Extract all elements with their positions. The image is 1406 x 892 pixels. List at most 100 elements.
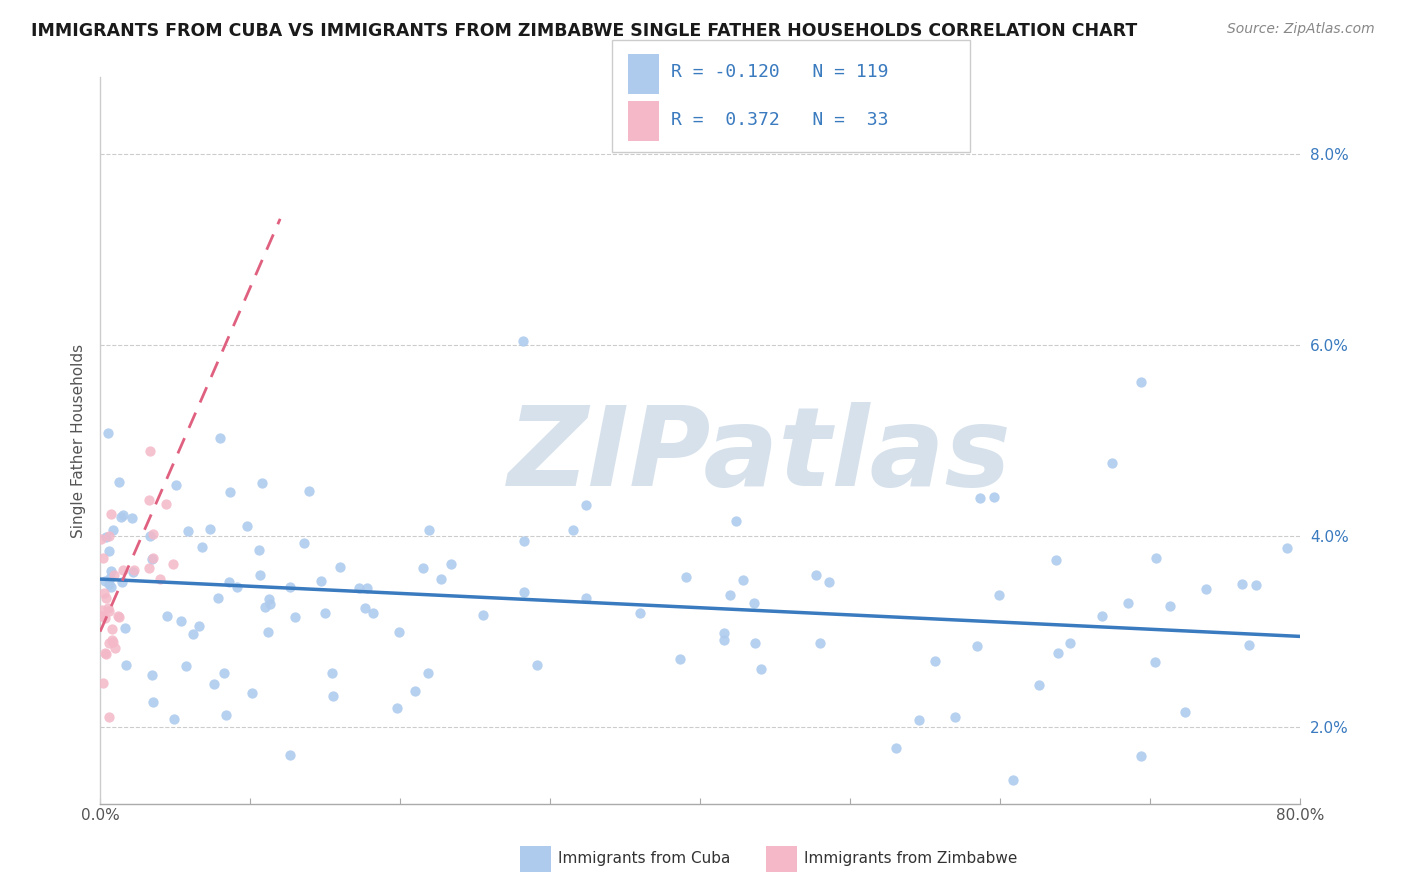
Point <box>94 646 117 660</box>
Point <box>94 530 117 544</box>
Point <box>1275 541 1298 556</box>
Point <box>924 654 946 668</box>
Point <box>94 610 117 624</box>
Text: R = -0.120   N = 119: R = -0.120 N = 119 <box>671 63 889 81</box>
Point <box>90 603 112 617</box>
Point <box>440 557 463 571</box>
Text: ZIPatlas: ZIPatlas <box>509 401 1012 508</box>
Point <box>98 577 121 591</box>
Point <box>742 595 765 609</box>
Point <box>328 560 350 574</box>
Point <box>513 534 536 549</box>
Point <box>191 541 214 555</box>
Point <box>101 622 124 636</box>
Point <box>1047 646 1070 660</box>
Point <box>96 591 118 606</box>
Point <box>908 713 931 727</box>
Point <box>321 666 343 681</box>
Point <box>122 563 145 577</box>
Point <box>155 497 177 511</box>
Point <box>112 508 135 522</box>
Point <box>731 573 754 587</box>
Point <box>141 668 163 682</box>
Point <box>200 522 222 536</box>
Point <box>98 710 121 724</box>
Point <box>207 591 229 606</box>
Point <box>165 477 187 491</box>
Point <box>884 740 907 755</box>
Point <box>983 490 1005 504</box>
Point <box>90 532 112 546</box>
Point <box>356 581 378 595</box>
Point <box>188 619 211 633</box>
Point <box>225 580 247 594</box>
Point <box>284 610 307 624</box>
Text: Source: ZipAtlas.com: Source: ZipAtlas.com <box>1227 22 1375 37</box>
Point <box>404 684 426 698</box>
Point <box>1237 638 1260 652</box>
Point <box>1130 375 1153 389</box>
Point <box>177 524 200 539</box>
Point <box>100 632 122 647</box>
Point <box>100 580 122 594</box>
Point <box>969 491 991 505</box>
Point <box>1091 609 1114 624</box>
Point <box>575 498 598 512</box>
Point <box>142 550 165 565</box>
Point <box>138 560 160 574</box>
Point <box>122 565 145 579</box>
Point <box>1116 596 1139 610</box>
Point <box>202 676 225 690</box>
Point <box>1244 578 1267 592</box>
Point <box>91 609 114 624</box>
Point <box>111 575 134 590</box>
Text: IMMIGRANTS FROM CUBA VS IMMIGRANTS FROM ZIMBABWE SINGLE FATHER HOUSEHOLDS CORREL: IMMIGRANTS FROM CUBA VS IMMIGRANTS FROM … <box>31 22 1137 40</box>
Point <box>249 567 271 582</box>
Point <box>575 591 598 605</box>
Point <box>1101 456 1123 470</box>
Point <box>966 639 988 653</box>
Point <box>236 519 259 533</box>
Point <box>418 666 440 681</box>
Y-axis label: Single Father Households: Single Father Households <box>72 343 86 538</box>
Point <box>139 529 162 543</box>
Point <box>97 601 120 615</box>
Point <box>1174 705 1197 719</box>
Point <box>1002 773 1025 788</box>
Point <box>1045 552 1067 566</box>
Point <box>513 584 536 599</box>
Point <box>675 570 697 584</box>
Point <box>103 567 125 582</box>
Point <box>430 572 453 586</box>
Point <box>810 636 832 650</box>
Point <box>472 607 495 622</box>
Point <box>254 600 277 615</box>
Point <box>1130 749 1153 764</box>
Point <box>361 606 384 620</box>
Point <box>209 431 232 445</box>
Point <box>111 563 134 577</box>
Point <box>176 659 198 673</box>
Point <box>526 658 548 673</box>
Point <box>97 529 120 543</box>
Point <box>724 514 747 528</box>
Point <box>987 588 1010 602</box>
Point <box>1144 550 1167 565</box>
Point <box>628 606 651 620</box>
Point <box>250 476 273 491</box>
Text: Immigrants from Cuba: Immigrants from Cuba <box>558 852 731 866</box>
Point <box>1059 636 1081 650</box>
Point <box>103 635 125 649</box>
Point <box>114 621 136 635</box>
Point <box>388 625 411 640</box>
Point <box>141 552 163 566</box>
Point <box>240 686 263 700</box>
Point <box>115 658 138 673</box>
Point <box>97 425 120 440</box>
Point <box>669 652 692 666</box>
Point <box>93 574 115 588</box>
Point <box>110 509 132 524</box>
Point <box>215 708 238 723</box>
Point <box>257 625 280 640</box>
Point <box>1159 599 1181 613</box>
